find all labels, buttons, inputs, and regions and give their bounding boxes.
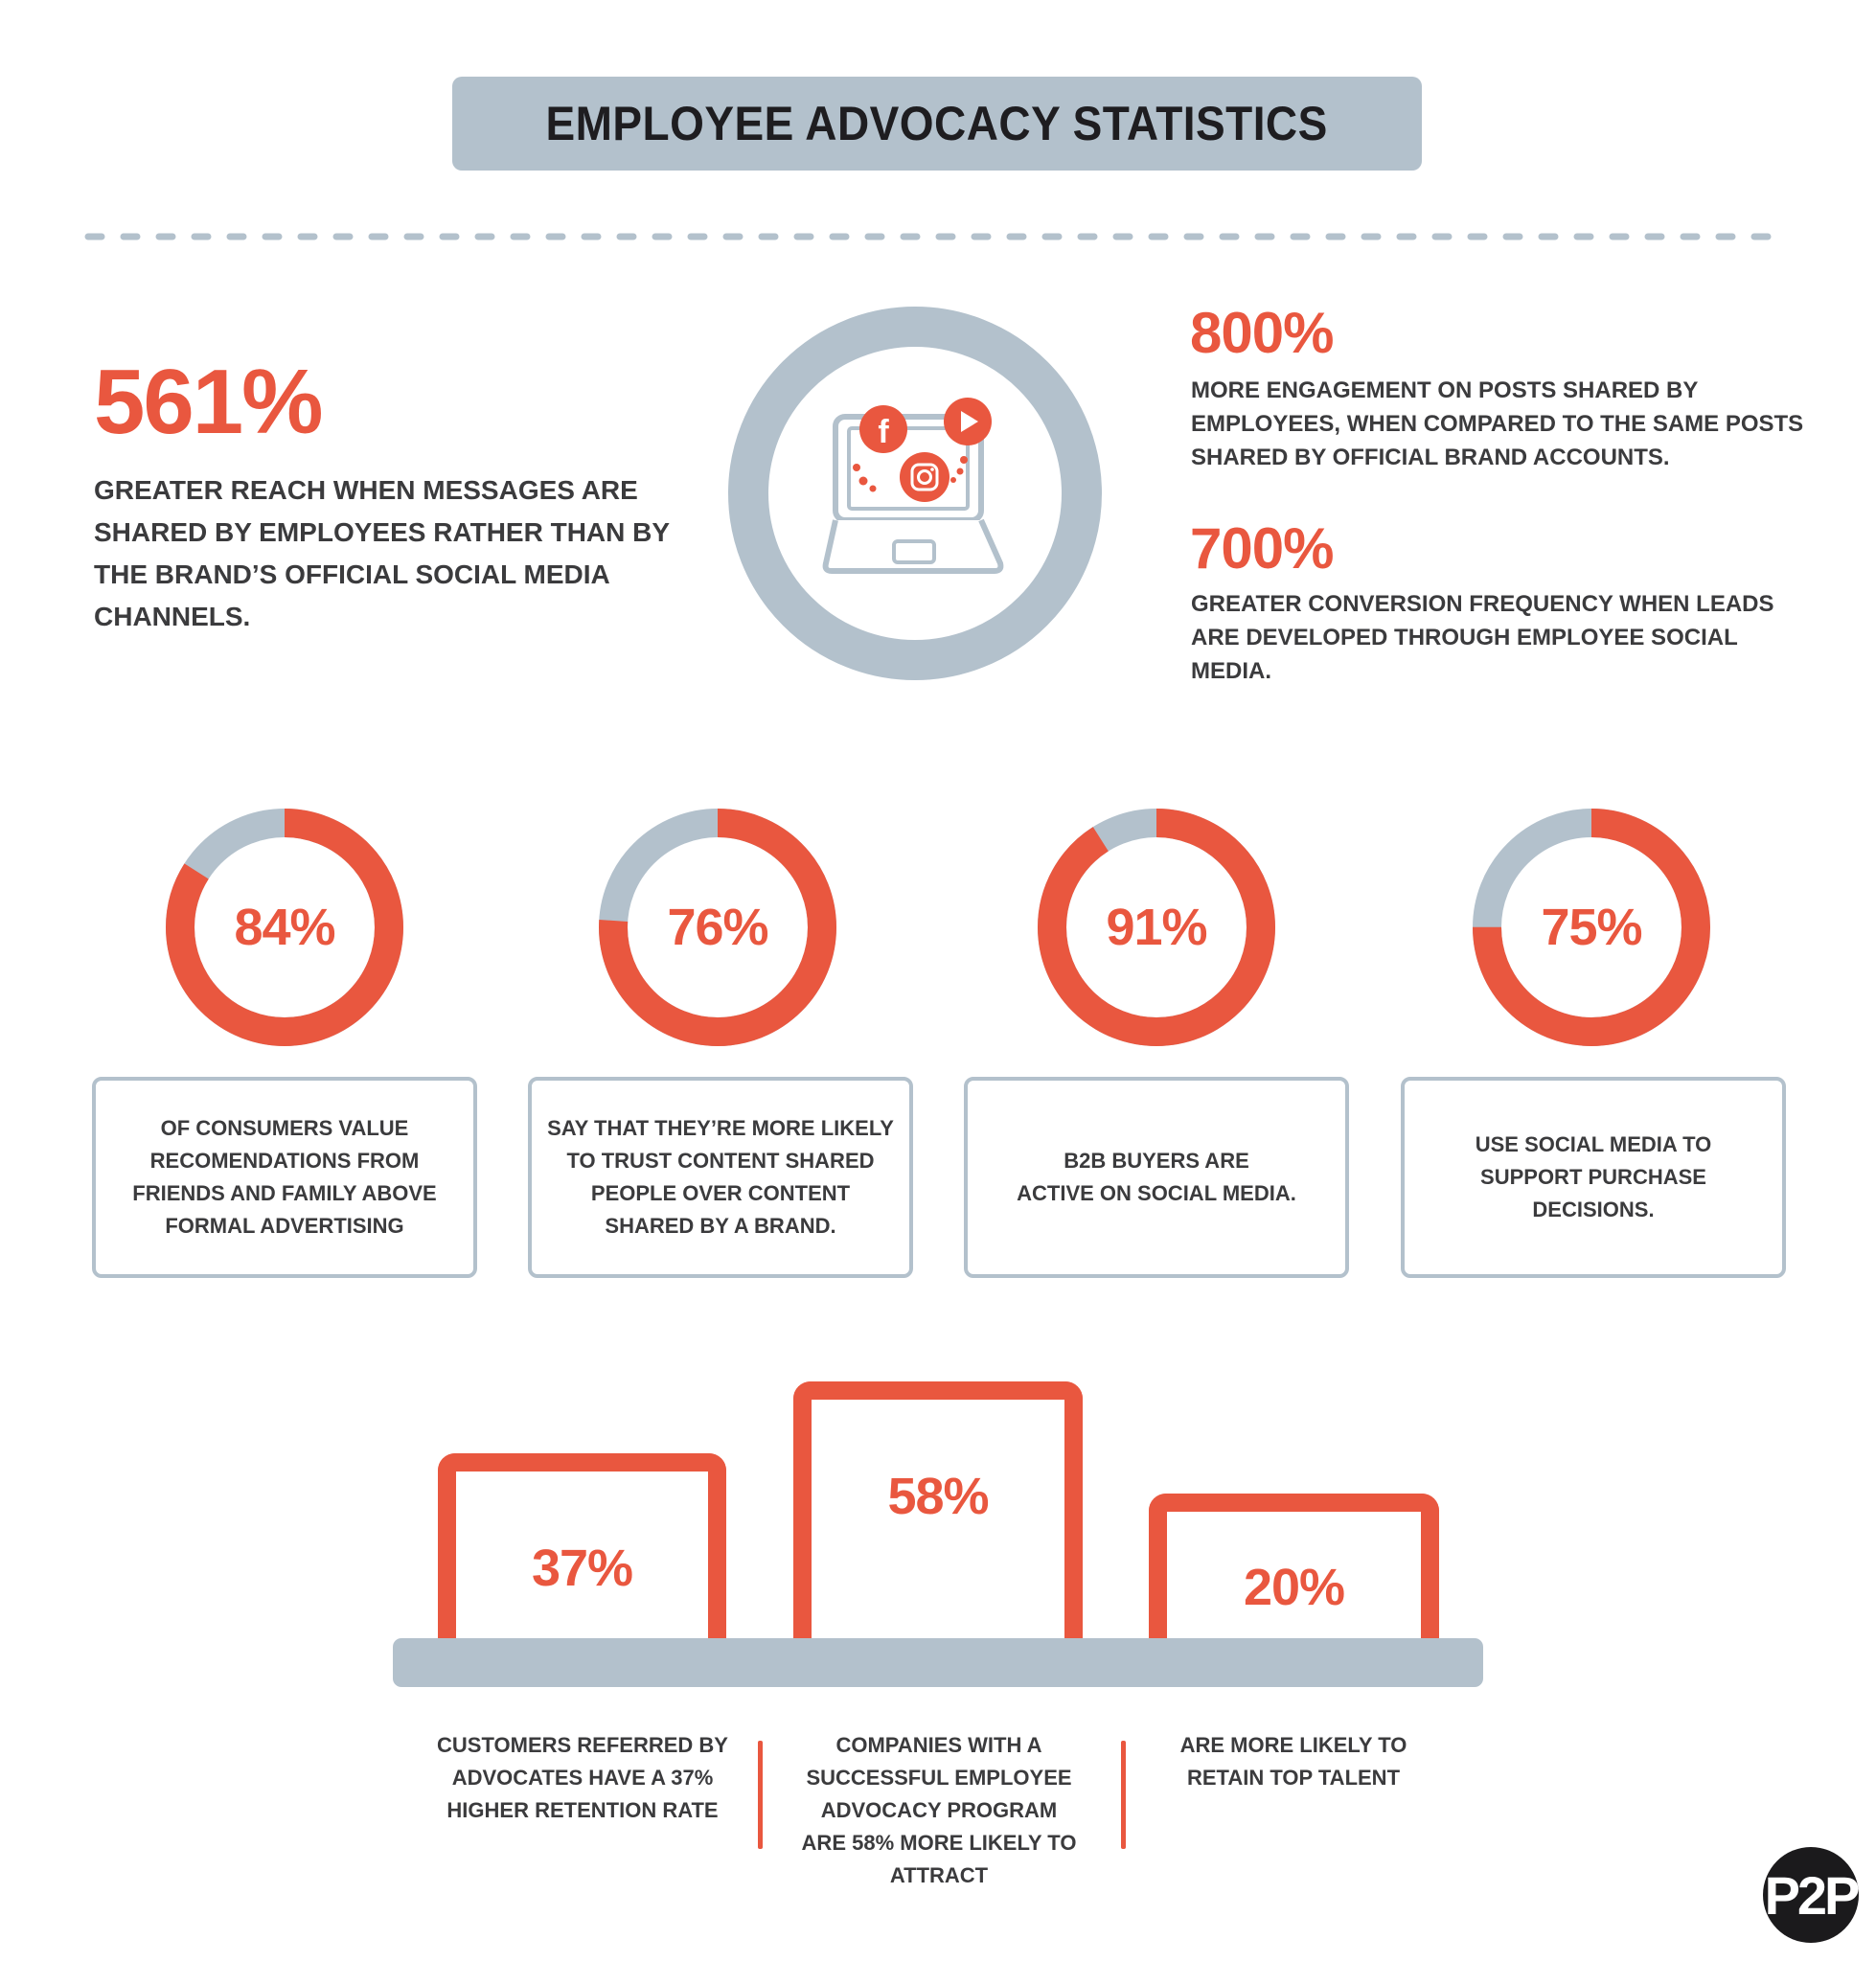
stat-card: OF CONSUMERS VALUE RECOMENDATIONS FROM F… (92, 1077, 477, 1278)
stat-card: SAY THAT THEY’RE MORE LIKELY TO TRUST CO… (528, 1077, 913, 1278)
stat-700-value: 700% (1190, 516, 1334, 581)
svg-text:f: f (878, 414, 889, 450)
instagram-icon (900, 452, 949, 502)
bar-value: 20% (1243, 1559, 1345, 1616)
dashed-divider (84, 233, 1794, 240)
donut-ring (166, 809, 403, 1046)
bar-20: 20% (1149, 1494, 1439, 1638)
stat-561-value: 561% (94, 351, 324, 453)
bar-37: 37% (438, 1453, 726, 1638)
bar-value: 37% (531, 1540, 633, 1597)
title-banner: EMPLOYEE ADVOCACY STATISTICS (452, 77, 1422, 171)
donut-value: 84% (234, 899, 335, 956)
stat-800-value: 800% (1190, 301, 1334, 365)
stat-card-text: OF CONSUMERS VALUE RECOMENDATIONS FROM F… (132, 1116, 437, 1238)
stat-800-description: MORE ENGAGEMENT ON POSTS SHARED BY EMPLO… (1191, 377, 1804, 470)
stat-card-text: SAY THAT THEY’RE MORE LIKELY TO TRUST CO… (547, 1116, 894, 1238)
donut-chart-91: 91% (1038, 809, 1275, 1046)
logo-text: P2P (1764, 1864, 1861, 1926)
caption-divider (758, 1741, 763, 1849)
facebook-icon: f (859, 405, 907, 453)
donut-ring (1473, 809, 1710, 1046)
bar-value: 58% (887, 1468, 989, 1525)
bar-58: 58% (793, 1381, 1083, 1638)
donut-chart-76: 76% (599, 809, 836, 1046)
bar-caption: ARE MORE LIKELY TO RETAIN TOP TALENT (1179, 1733, 1407, 1790)
stat-card-text: B2B BUYERS ARE ACTIVE ON SOCIAL MEDIA. (1017, 1149, 1296, 1205)
donut-ring (599, 809, 836, 1046)
donut-chart-75: 75% (1473, 809, 1710, 1046)
p2p-logo: P2P (1763, 1847, 1861, 1943)
stat-561-description: GREATER REACH WHEN MESSAGES ARE SHARED B… (94, 475, 670, 631)
bar-caption: CUSTOMERS REFERRED BY ADVOCATES HAVE A 3… (437, 1733, 728, 1822)
donut-ring (1038, 809, 1275, 1046)
bar-caption: COMPANIES WITH A SUCCESSFUL EMPLOYEE ADV… (801, 1733, 1077, 1887)
donut-value: 75% (1541, 899, 1642, 956)
caption-divider (1121, 1741, 1126, 1849)
bar-chart-base (393, 1638, 1483, 1687)
stat-card: B2B BUYERS ARE ACTIVE ON SOCIAL MEDIA. (964, 1077, 1349, 1278)
youtube-play-icon (944, 398, 992, 445)
stat-700-description: GREATER CONVERSION FREQUENCY WHEN LEADS … (1191, 591, 1774, 684)
donut-value: 76% (667, 899, 768, 956)
donut-value: 91% (1106, 899, 1207, 956)
donut-chart-84: 84% (166, 809, 403, 1046)
stat-card-text: USE SOCIAL MEDIA TO SUPPORT PURCHASE DEC… (1475, 1132, 1712, 1221)
stat-card: USE SOCIAL MEDIA TO SUPPORT PURCHASE DEC… (1401, 1077, 1786, 1278)
page-title: EMPLOYEE ADVOCACY STATISTICS (545, 97, 1329, 150)
hero-ring: f (728, 307, 1102, 680)
